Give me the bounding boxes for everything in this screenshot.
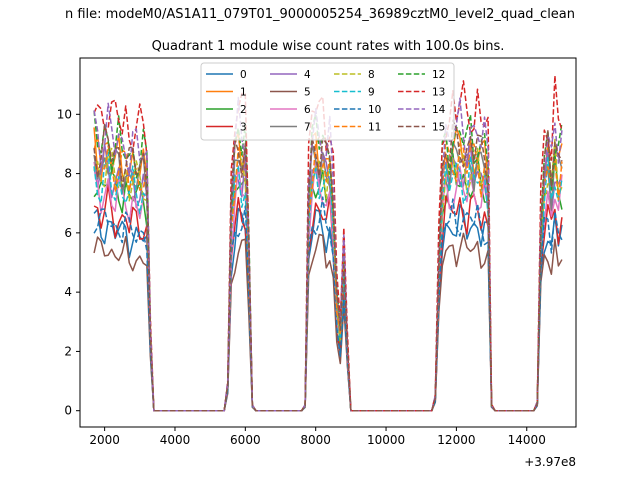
legend-label-0: 0: [240, 69, 247, 81]
series-line-14: [93, 96, 563, 412]
x-axis: 2000 4000 6000 8000 10000 12000 14000: [89, 427, 546, 447]
chart-title: Quadrant 1 module wise count rates with …: [152, 39, 505, 54]
axes-frame: [79, 57, 577, 428]
legend-label-2: 2: [240, 104, 247, 116]
legend-label-6: 6: [304, 104, 311, 116]
legend-label-13: 13: [432, 87, 445, 99]
series-line-12: [93, 110, 563, 412]
y-tick-label: 6: [64, 226, 72, 240]
y-tick-label: 2: [64, 344, 72, 358]
x-tick-label: 12000: [437, 433, 475, 447]
legend-label-1: 1: [240, 87, 247, 99]
x-tick-label: 6000: [230, 433, 261, 447]
legend-label-4: 4: [304, 69, 311, 81]
legend-label-11: 11: [368, 122, 381, 134]
x-tick-label: 8000: [300, 433, 331, 447]
legend-label-10: 10: [368, 104, 381, 116]
y-tick-label: 4: [64, 285, 72, 299]
legend-label-15: 15: [432, 122, 445, 134]
y-axis: 0 2 4 6 8 10: [57, 107, 80, 418]
legend-label-12: 12: [432, 69, 445, 81]
x-tick-label: 10000: [367, 433, 405, 447]
y-tick-label: 10: [57, 107, 72, 121]
y-tick-label: 8: [64, 167, 72, 181]
x-tick-label: 14000: [508, 433, 546, 447]
legend-label-9: 9: [368, 87, 375, 99]
legend-label-8: 8: [368, 69, 375, 81]
x-tick-label: 4000: [160, 433, 191, 447]
figure-suptitle: n file: modeM0/AS1A11_079T01_9000005254_…: [65, 7, 575, 22]
y-tick-label: 0: [64, 404, 72, 418]
legend-label-5: 5: [304, 87, 311, 99]
legend-label-14: 14: [432, 104, 446, 116]
x-tick-label: 2000: [89, 433, 120, 447]
legend-box: [200, 62, 455, 141]
legend-label-7: 7: [304, 122, 311, 134]
series-line-15: [93, 119, 563, 412]
legend-label-3: 3: [240, 122, 247, 134]
x-offset-label: +3.97e8: [524, 455, 576, 469]
